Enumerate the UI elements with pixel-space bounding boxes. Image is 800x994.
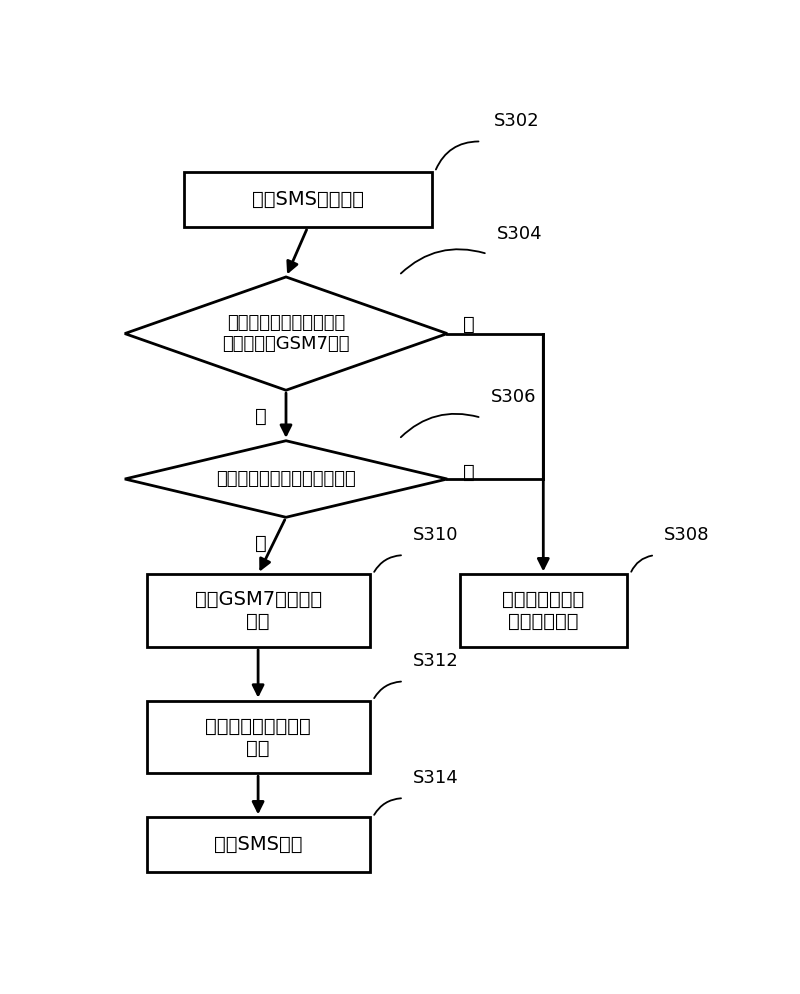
Text: 根据编码标识进行解码，
判断是否为GSM7编码: 根据编码标识进行解码， 判断是否为GSM7编码 [222, 314, 350, 353]
Text: 是: 是 [255, 534, 267, 553]
FancyBboxPatch shape [146, 575, 370, 647]
Text: 读取SMS信息内容: 读取SMS信息内容 [252, 190, 364, 209]
Text: 否: 否 [462, 315, 474, 334]
Text: 对特殊字符进行字符
还原: 对特殊字符进行字符 还原 [206, 717, 311, 757]
Text: 采用相应的解码
方式进行解码: 采用相应的解码 方式进行解码 [502, 590, 585, 631]
Text: S302: S302 [494, 112, 539, 130]
Text: 采用GSM7解码短信
信息: 采用GSM7解码短信 信息 [194, 590, 322, 631]
Text: 是: 是 [255, 408, 267, 426]
Text: S304: S304 [497, 225, 542, 243]
Text: S312: S312 [413, 652, 459, 670]
FancyBboxPatch shape [459, 575, 627, 647]
Polygon shape [125, 277, 447, 391]
Text: 显示SMS信息: 显示SMS信息 [214, 835, 302, 855]
FancyBboxPatch shape [146, 701, 370, 773]
Text: S308: S308 [664, 526, 710, 544]
Text: 检测信息中是否包含特殊字符: 检测信息中是否包含特殊字符 [216, 470, 356, 488]
Polygon shape [125, 440, 447, 517]
FancyBboxPatch shape [146, 817, 370, 873]
Text: 否: 否 [462, 463, 474, 482]
Text: S310: S310 [413, 526, 458, 544]
Text: S314: S314 [413, 768, 459, 786]
Text: S306: S306 [490, 389, 536, 407]
FancyBboxPatch shape [184, 172, 432, 228]
